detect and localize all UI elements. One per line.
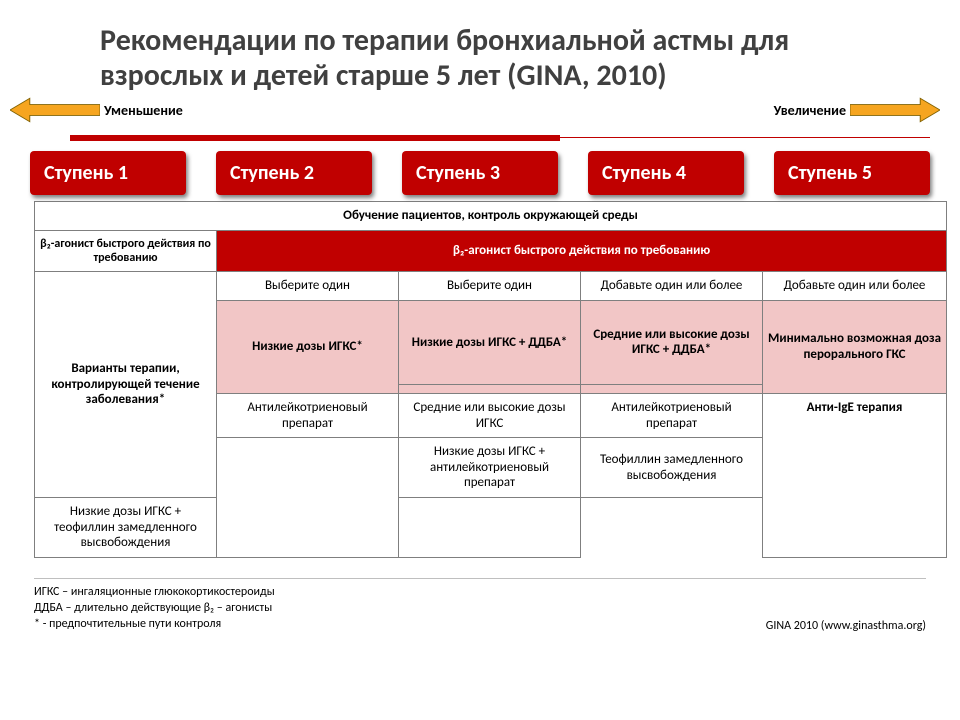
footnotes: ИГКС – ингаляционные глюкокортикостероид… [34,585,926,633]
footnote-source: GINA 2010 (www.ginasthma.org) [766,619,926,633]
cell-empty [217,438,399,558]
cell-pink: Минимально возможная доза перорального Г… [763,300,947,393]
footnote-2: ДДБА – длительно действующие β₂ – агонис… [34,601,275,615]
table-header-education: Обучение пациентов, контроль окружающей … [35,202,947,231]
slide: Рекомендации по терапии бронхиальной аст… [0,0,960,720]
row2-left: β₂-агонист быстрого действия по требован… [35,230,217,272]
cell: Низкие дозы ИГКС + антилейкотриеновый пр… [399,438,581,498]
cell-empty [399,497,581,557]
cell: Добавьте один или более [763,272,947,301]
cell: Добавьте один или более [581,272,763,301]
arrow-left-icon [10,95,100,125]
cell-pink: Низкие дозы ИГКС* [217,300,399,393]
arrow-right: Увеличение [774,95,940,125]
table-row: Варианты терапии, контролирующей течение… [35,272,947,301]
arrow-right-label: Увеличение [774,102,846,119]
footnotes-left: ИГКС – ингаляционные глюкокортикостероид… [34,585,275,633]
footnote-1: ИГКС – ингаляционные глюкокортикостероид… [34,585,275,599]
cell: Выберите один [217,272,399,301]
cell-pink: Низкие дозы ИГКС + ДДБА* [399,300,581,384]
cell: Низкие дозы ИГКС + теофиллин замедленног… [35,497,217,557]
cell: Антилейкотриеновый препарат [217,393,399,437]
step-box-3: Ступень 3 [402,151,558,195]
arrows-row: Уменьшение Увеличение [30,95,930,131]
cell: Теофиллин замедленного высвобождения [581,438,763,498]
footnote-3: * - предпочтительные пути контроля [34,617,275,631]
step-box-2: Ступень 2 [216,151,372,195]
step-box-4: Ступень 4 [588,151,744,195]
cell-pink: Средние или высокие дозы ИГКС + ДДБА* [581,300,763,384]
cell-pink-slim [399,384,581,393]
table-row: β₂-агонист быстрого действия по требован… [35,230,947,272]
arrow-left-label: Уменьшение [104,102,183,119]
step-box-1: Ступень 1 [30,151,186,195]
divider-bar [30,133,930,145]
footer-divider [34,578,926,579]
steps-row: Ступень 1 Ступень 2 Ступень 3 Ступень 4 … [30,151,930,195]
cell-anti-ige: Анти-IgE терапия [763,393,947,557]
step-box-5: Ступень 5 [774,151,930,195]
therapy-table: Обучение пациентов, контроль окружающей … [34,201,947,558]
page-title: Рекомендации по терапии бронхиальной аст… [100,24,880,93]
cell: Выберите один [399,272,581,301]
row2-band: β₂-агонист быстрого действия по требован… [217,230,947,272]
cell-pink-slim [581,384,763,393]
table-row: Обучение пациентов, контроль окружающей … [35,202,947,231]
cell: Средние или высокие дозы ИГКС [399,393,581,437]
rowhead-controller: Варианты терапии, контролирующей течение… [35,272,217,498]
arrow-right-icon [850,95,940,125]
cell: Антилейкотриеновый препарат [581,393,763,437]
arrow-left: Уменьшение [10,95,183,125]
